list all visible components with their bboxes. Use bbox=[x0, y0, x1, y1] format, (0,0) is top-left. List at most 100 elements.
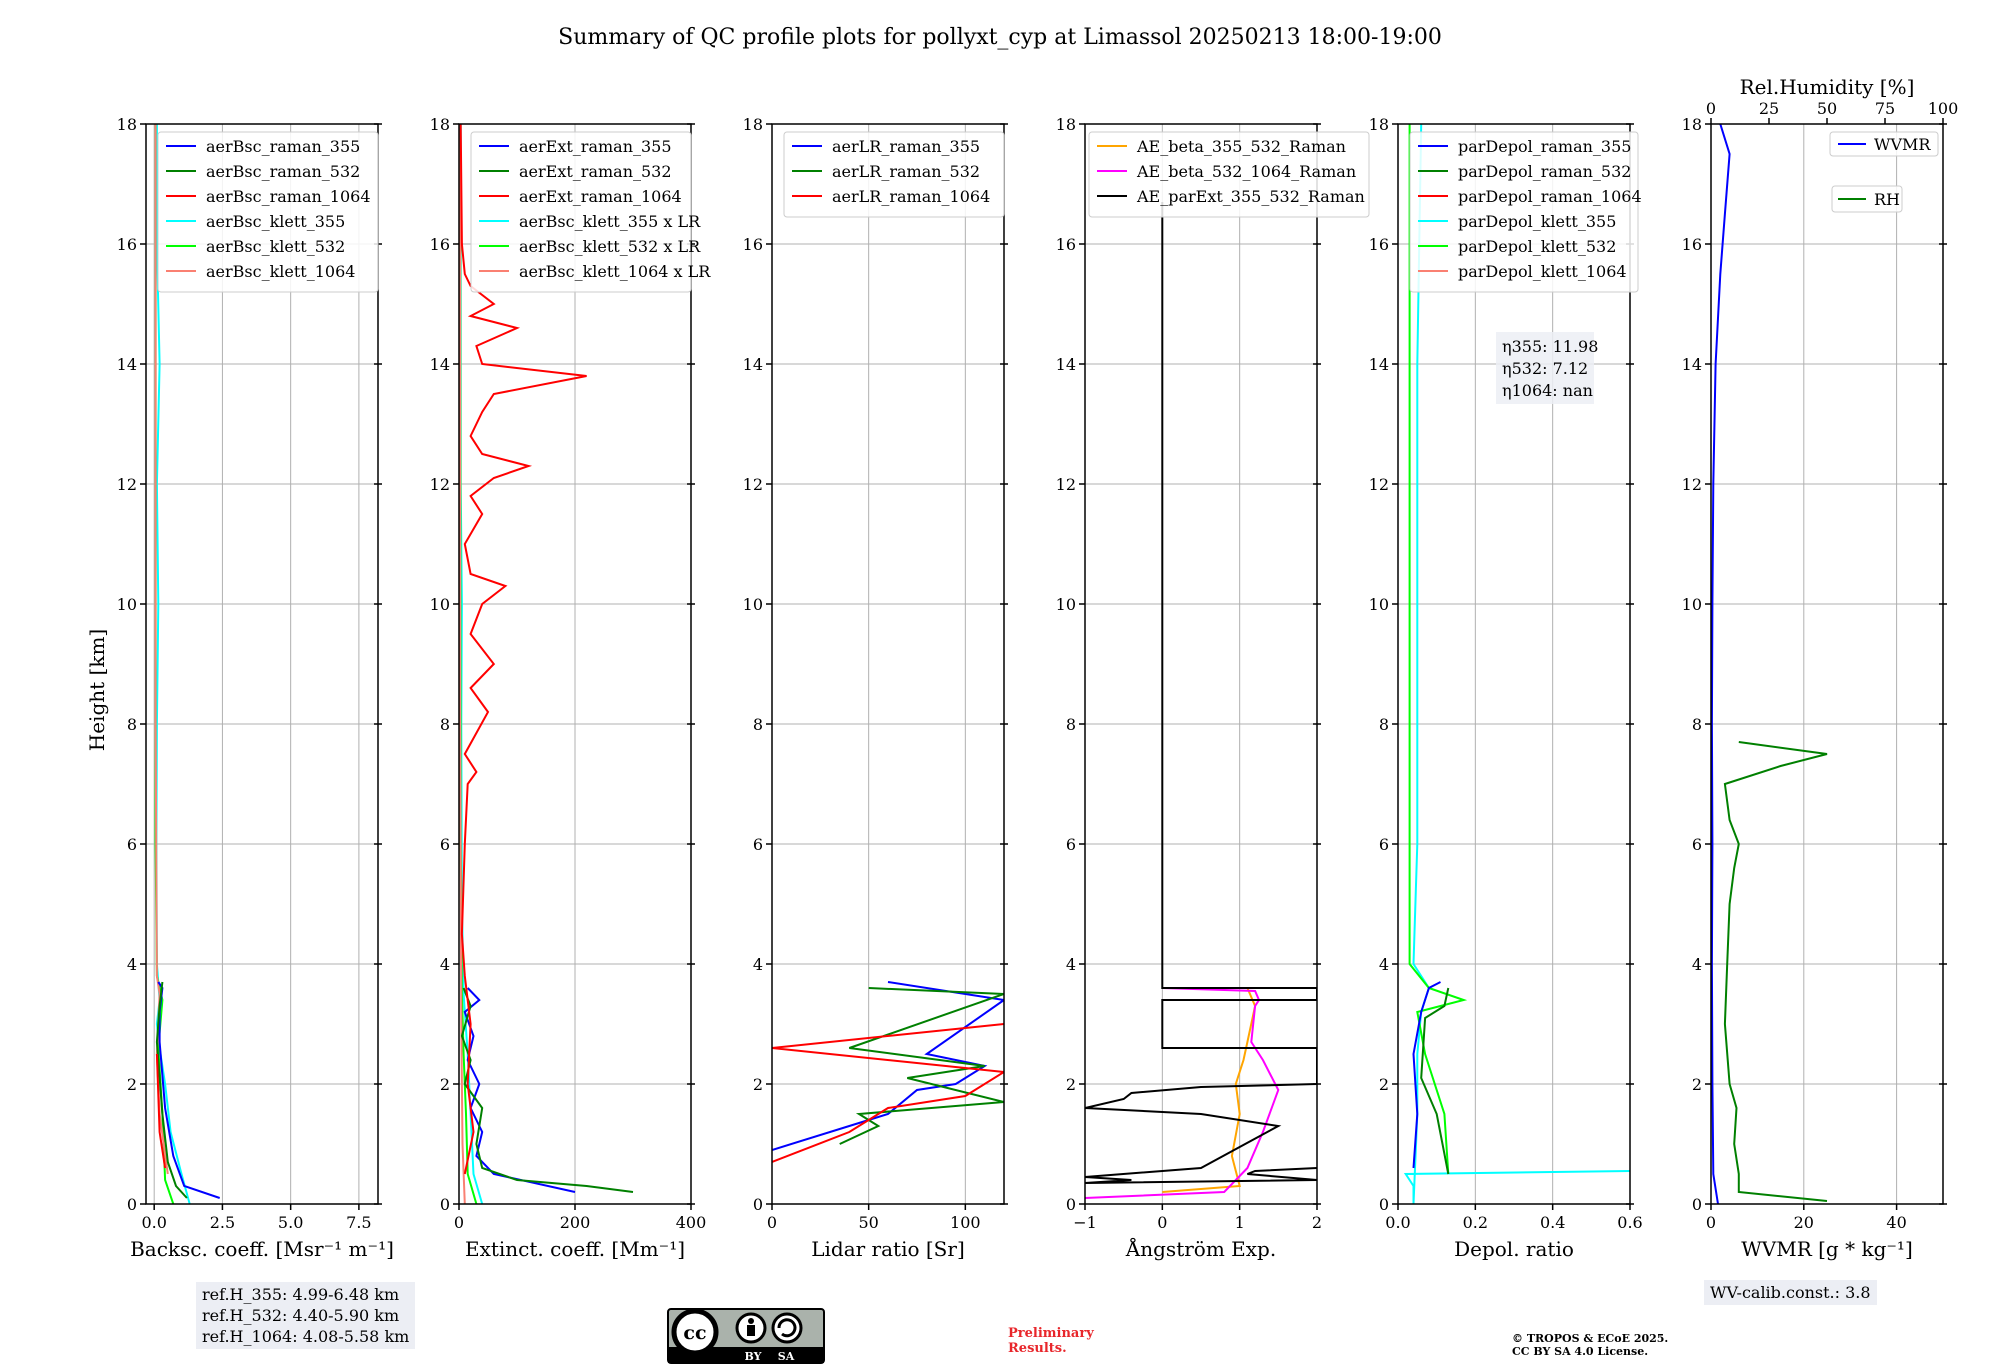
y-tick-label: 12 bbox=[1369, 475, 1389, 494]
legend-label: WVMR bbox=[1874, 135, 1931, 154]
y-tick-label: 10 bbox=[743, 595, 763, 614]
y-tick-label: 8 bbox=[1379, 715, 1389, 734]
series-group bbox=[1711, 124, 1828, 1204]
x-axis-label: Ångström Exp. bbox=[1125, 1236, 1276, 1261]
series-RH bbox=[1723, 741, 1828, 1202]
y-tick-label: 12 bbox=[1682, 475, 1702, 494]
panel-depolarization: 0 2 4 6 8 10 12 14 16 18 0.0 0.2 0.4 0.6 Depol. ratio p… bbox=[1369, 115, 1643, 1261]
x-tick-label: 20 bbox=[1794, 1213, 1814, 1232]
x2-axis-label: Rel.Humidity [%] bbox=[1740, 75, 1915, 99]
series-AE_beta_532_1064_Raman bbox=[1085, 987, 1280, 1199]
y-tick-label: 2 bbox=[1692, 1075, 1702, 1094]
y-tick-label: 8 bbox=[440, 715, 450, 734]
y-tick-label: 8 bbox=[753, 715, 763, 734]
y-tick-label: 18 bbox=[117, 115, 137, 134]
legend-label: AE_parExt_355_532_Raman bbox=[1136, 187, 1365, 206]
series-aerExt_raman_1064 bbox=[459, 124, 587, 1175]
legend-label: parDepol_klett_1064 bbox=[1458, 262, 1627, 281]
legend: WVMR RH bbox=[1829, 131, 1939, 213]
x-tick-label: 100 bbox=[950, 1213, 981, 1232]
y-tick-label: 18 bbox=[1682, 115, 1702, 134]
x-axis-label: Extinct. coeff. [Mm⁻¹] bbox=[465, 1237, 685, 1261]
legend: aerBsc_raman_355 aerBsc_raman_532 aerBsc_r… bbox=[157, 131, 379, 293]
y-tick-label: 16 bbox=[1369, 235, 1389, 254]
legend-box bbox=[783, 131, 1005, 218]
series-parDepol_raman_355 bbox=[1412, 981, 1441, 1169]
plot-frame bbox=[1397, 123, 1631, 1205]
ref-height-355: ref.H_355: 4.99-6.48 km bbox=[202, 1285, 400, 1304]
y-tick-label: 2 bbox=[753, 1075, 763, 1094]
legend: aerLR_raman_355 aerLR_raman_532 aerLR_rama… bbox=[783, 131, 1005, 218]
panel-lidar-ratio: 0 2 4 6 8 10 12 14 16 18 0 50 100 Lidar ratio [Sr] aer… bbox=[743, 115, 1008, 1261]
y-tick-label: 4 bbox=[753, 955, 763, 974]
x-tick-label: 0.0 bbox=[141, 1213, 166, 1232]
legend-box bbox=[1088, 131, 1370, 218]
y-tick-label: 14 bbox=[743, 355, 763, 374]
y-tick-label: 8 bbox=[1066, 715, 1076, 734]
legend-label: aerBsc_klett_355 bbox=[206, 212, 345, 231]
x-tick-label: 0.0 bbox=[1385, 1213, 1410, 1232]
legend-label: aerExt_raman_355 bbox=[519, 137, 672, 156]
y-tick-label: 6 bbox=[1066, 835, 1076, 854]
legend-box bbox=[157, 131, 379, 293]
y-tick-label: 0 bbox=[753, 1195, 763, 1214]
x-tick-label: 2.5 bbox=[210, 1213, 235, 1232]
figure-title: Summary of QC profile plots for pollyxt_… bbox=[558, 25, 1442, 50]
y-tick-label: 16 bbox=[1056, 235, 1076, 254]
legend-box bbox=[1829, 131, 1939, 157]
y-tick-label: 14 bbox=[117, 355, 137, 374]
y-tick-label: 8 bbox=[1692, 715, 1702, 734]
ref-height-532: ref.H_532: 4.40-5.90 km bbox=[202, 1306, 400, 1325]
eta-label: η532: 7.12 bbox=[1502, 359, 1588, 378]
series-aerBsc_raman_1064 bbox=[155, 1053, 167, 1169]
legend-label: RH bbox=[1874, 190, 1900, 209]
x-tick-label: 1 bbox=[1235, 1213, 1245, 1232]
sa-icon bbox=[771, 1312, 803, 1344]
x-tick-label: 5.0 bbox=[278, 1213, 303, 1232]
x2-tick-label: 25 bbox=[1759, 99, 1779, 118]
y-axis-label: Height [km] bbox=[85, 629, 109, 751]
y-tick-label: 10 bbox=[1369, 595, 1389, 614]
y-tick-label: 4 bbox=[440, 955, 450, 974]
legend-label: aerExt_raman_1064 bbox=[519, 187, 682, 206]
x-tick-label: 0 bbox=[767, 1213, 777, 1232]
y-tick-label: 14 bbox=[430, 355, 450, 374]
y-tick-label: 8 bbox=[127, 715, 137, 734]
x-axis-label: Lidar ratio [Sr] bbox=[811, 1237, 965, 1261]
legend-label: parDepol_klett_532 bbox=[1458, 237, 1616, 256]
y-tick-label: 2 bbox=[127, 1075, 137, 1094]
x2-tick-label: 100 bbox=[1928, 99, 1959, 118]
x2-tick-label: 50 bbox=[1817, 99, 1837, 118]
legend-label: aerExt_raman_532 bbox=[519, 162, 672, 181]
eta-label: η1064: nan bbox=[1502, 381, 1593, 400]
panel-backscatter: 0 2 4 6 8 10 12 14 16 18 0.0 2.5 5.0 7.5 Backsc. coeff… bbox=[117, 115, 394, 1261]
eta-label: η355: 11.98 bbox=[1502, 337, 1598, 356]
legend-label: aerBsc_klett_1064 x LR bbox=[519, 262, 711, 281]
y-tick-label: 2 bbox=[1379, 1075, 1389, 1094]
legend-label: parDepol_klett_355 bbox=[1458, 212, 1616, 231]
y-tick-label: 16 bbox=[117, 235, 137, 254]
legend-label: aerBsc_raman_355 bbox=[206, 137, 360, 156]
y-tick-label: 18 bbox=[430, 115, 450, 134]
y-tick-label: 16 bbox=[1682, 235, 1702, 254]
legend-box bbox=[1409, 131, 1639, 293]
x-axis-label: Depol. ratio bbox=[1454, 1237, 1574, 1261]
legend-label: aerBsc_raman_532 bbox=[206, 162, 360, 181]
x-tick-label: 0.4 bbox=[1540, 1213, 1565, 1232]
y-tick-label: 4 bbox=[1692, 955, 1702, 974]
y-tick-label: 6 bbox=[753, 835, 763, 854]
plot-frame bbox=[771, 123, 1005, 1205]
y-tick-label: 12 bbox=[117, 475, 137, 494]
legend-label: aerLR_raman_355 bbox=[832, 137, 980, 156]
y-tick-label: 0 bbox=[1379, 1195, 1389, 1214]
x-tick-label: 0 bbox=[454, 1213, 464, 1232]
copyright-note: © TROPOS & ECoE 2025. CC BY SA 4.0 Licen… bbox=[1512, 1332, 1669, 1358]
y-tick-label: 6 bbox=[1692, 835, 1702, 854]
x-tick-label: 2 bbox=[1312, 1213, 1322, 1232]
cc-icon-letters: cc bbox=[683, 1322, 706, 1344]
series-group bbox=[154, 124, 221, 1204]
y-tick-label: 6 bbox=[440, 835, 450, 854]
